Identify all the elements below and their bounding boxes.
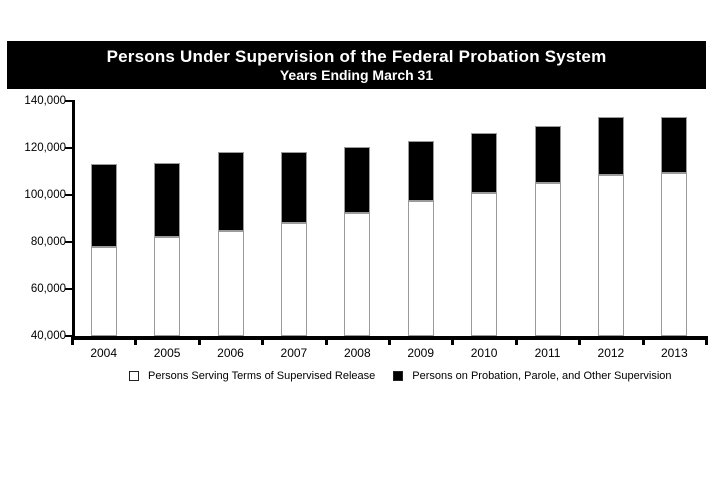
bar-probation-parole-other [597, 117, 624, 175]
y-axis-tick [65, 241, 73, 243]
y-axis-tick-label: 120,000 [24, 142, 66, 154]
x-axis-tick [388, 336, 391, 345]
x-axis-category-label: 2013 [660, 346, 688, 360]
x-axis-category-label: 2006 [217, 346, 244, 360]
bar-supervised-release [471, 192, 498, 336]
bar-probation-parole-other [217, 151, 244, 232]
chart-subtitle: Years Ending March 31 [279, 66, 434, 83]
legend: Persons Serving Terms of Supervised Rele… [129, 369, 672, 383]
y-axis-tick [65, 194, 73, 196]
bar-probation-parole-other [90, 164, 117, 247]
legend-swatch-supervised-release [129, 371, 139, 381]
x-axis-tick [324, 336, 328, 345]
bar-supervised-release [280, 223, 307, 336]
bar-supervised-release [661, 172, 688, 336]
x-axis-category-label: 2007 [280, 346, 308, 360]
x-axis-tick [197, 336, 201, 345]
chart-title-banner: Persons Under Supervision of the Federal… [7, 41, 706, 89]
x-axis-tick [451, 336, 455, 345]
bar-supervised-release [217, 231, 244, 336]
bar-supervised-release [344, 212, 371, 336]
y-axis-tick-label: 80,000 [30, 236, 66, 248]
chart-title: Persons Under Supervision of the Federal… [106, 46, 607, 66]
bar-supervised-release [90, 246, 117, 336]
x-axis-category-label: 2010 [470, 346, 498, 360]
x-axis-tick [578, 336, 582, 345]
x-axis-category-label: 2005 [153, 346, 181, 360]
bar-supervised-release [534, 183, 561, 336]
x-axis-tick [514, 336, 518, 345]
y-axis-tick [65, 100, 73, 102]
legend-label: Persons on Probation, Parole, and Other … [412, 370, 672, 382]
y-axis-tick-label: 40,000 [30, 330, 66, 342]
y-axis-line [72, 100, 75, 340]
y-axis-tick [65, 288, 73, 290]
bar-probation-parole-other [534, 125, 561, 184]
x-axis-tick [641, 336, 645, 345]
y-axis-tick [65, 147, 73, 149]
x-axis-category-label: 2008 [343, 346, 371, 360]
bar-probation-parole-other [154, 163, 181, 238]
bar-probation-parole-other [407, 140, 434, 201]
y-axis-tick [65, 335, 73, 337]
x-axis-category-label: 2011 [534, 346, 561, 360]
x-axis-tick [134, 336, 138, 345]
legend-swatch-probation [393, 371, 404, 381]
bar-probation-parole-other [344, 146, 371, 213]
bar-probation-parole-other [661, 117, 688, 173]
x-axis-tick [71, 336, 74, 345]
legend-label: Persons Serving Terms of Supervised Rele… [148, 370, 376, 382]
bar-probation-parole-other [280, 151, 307, 224]
bar-supervised-release [154, 237, 181, 336]
x-axis-tick [705, 336, 708, 345]
bar-supervised-release [407, 200, 434, 336]
x-axis-category-label: 2012 [597, 346, 625, 360]
y-axis-tick-label: 140,000 [24, 95, 66, 107]
x-axis-category-label: 2009 [407, 346, 435, 360]
bar-supervised-release [597, 175, 624, 336]
y-axis-tick-label: 60,000 [30, 283, 66, 295]
x-axis-tick [261, 336, 265, 345]
x-axis-category-label: 2004 [90, 346, 118, 360]
y-axis-tick-label: 100,000 [24, 189, 66, 201]
bar-probation-parole-other [471, 132, 498, 193]
